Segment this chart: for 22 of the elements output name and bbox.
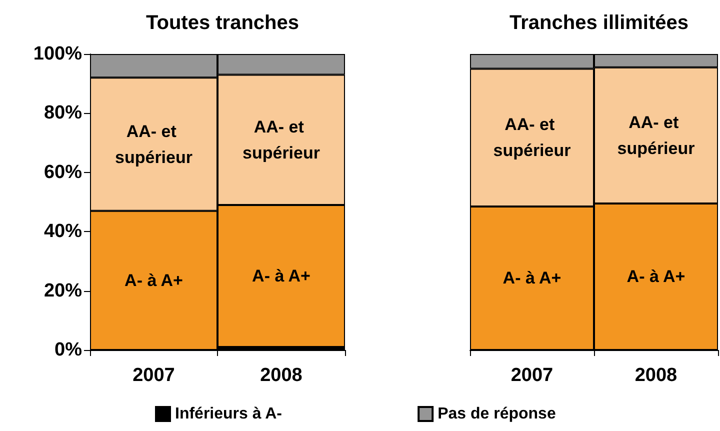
y-tick-label: 60% — [44, 162, 82, 183]
text: A- à A+ — [626, 267, 686, 286]
y-tick-label: 40% — [44, 221, 82, 242]
y-tick-label: 80% — [44, 102, 82, 124]
x-tick-label: 2008 — [260, 365, 302, 386]
chart-title: Toutes tranches — [146, 12, 299, 34]
text: AA- et supérieur — [617, 112, 695, 158]
x-tick-label: 2007 — [132, 365, 175, 386]
x-tick-label: 2008 — [634, 365, 678, 386]
legend-label: Inférieurs à A- — [175, 406, 282, 422]
series-label: A- à A+ — [502, 268, 562, 288]
series-label: A- à A+ — [124, 270, 184, 290]
series-label: AA- et supérieur — [115, 122, 193, 167]
y-tick-label: 0% — [54, 340, 82, 360]
series-label: AA- et supérieur — [493, 115, 572, 160]
text: AA- et supérieur — [242, 117, 320, 162]
chart-title: Tranches illimitées — [510, 12, 688, 34]
y-tick-label: 20% — [44, 280, 82, 302]
legend-label: Pas de réponse — [438, 406, 556, 422]
x-tick-label: 2007 — [510, 365, 554, 386]
text: A- à A+ — [252, 266, 310, 286]
y-tick-label: 100% — [33, 44, 82, 64]
